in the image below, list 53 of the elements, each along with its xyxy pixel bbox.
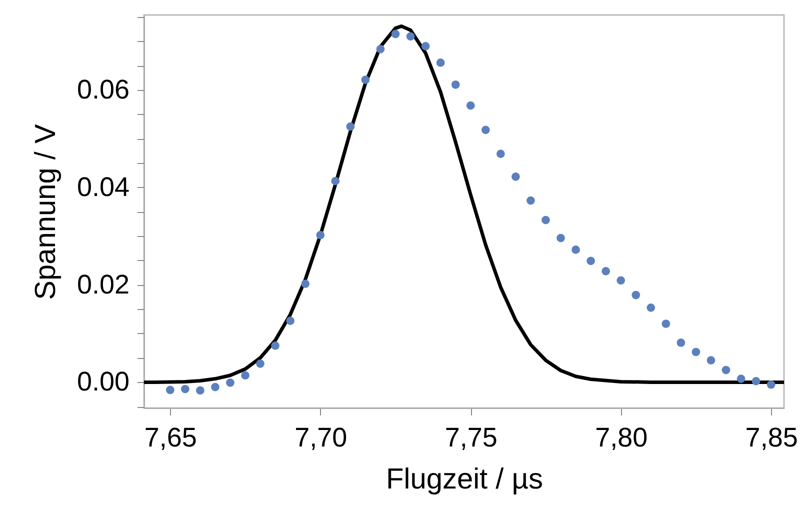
point	[662, 320, 670, 328]
x-tick-label: 7,85	[745, 422, 798, 452]
point	[752, 377, 760, 386]
x-tick-label: 7,80	[595, 422, 648, 452]
point	[241, 371, 250, 380]
x-tick-label: 7,75	[444, 422, 498, 452]
point	[512, 172, 520, 181]
point	[736, 374, 746, 383]
point	[632, 290, 640, 300]
point	[616, 276, 626, 285]
point	[586, 256, 595, 266]
point	[722, 366, 730, 374]
point	[391, 30, 400, 38]
point	[436, 58, 445, 67]
point	[481, 126, 490, 134]
point	[466, 101, 475, 110]
point	[166, 386, 174, 394]
point	[572, 246, 580, 254]
point	[526, 196, 535, 205]
x-axis-title: Flugzeit / µs	[386, 464, 543, 496]
y-axis-title: Spannung / V	[30, 123, 62, 300]
x-tick-label: 7,65	[144, 422, 197, 452]
point	[496, 150, 505, 158]
y-tick-label: 0.04	[76, 172, 130, 202]
point	[256, 360, 264, 368]
point	[180, 384, 190, 394]
y-tick-label: 0.06	[76, 74, 130, 104]
y-tick-label: 0.00	[76, 366, 130, 397]
point	[556, 234, 565, 242]
y-tick-label: 0.02	[76, 269, 130, 300]
point	[646, 304, 656, 312]
point	[196, 386, 204, 395]
x-tick-label: 7,70	[294, 422, 348, 452]
point	[421, 42, 430, 50]
point	[346, 122, 355, 131]
point	[676, 338, 686, 347]
point	[211, 382, 220, 392]
point	[226, 378, 234, 387]
line-series	[144, 24, 784, 384]
point	[331, 176, 340, 186]
point	[451, 80, 460, 89]
point	[406, 32, 415, 41]
point	[301, 280, 310, 288]
point	[361, 76, 370, 84]
point	[602, 266, 610, 276]
point	[692, 348, 700, 356]
point	[376, 44, 385, 54]
point	[316, 230, 325, 240]
point	[766, 380, 776, 389]
point	[706, 356, 716, 364]
point	[271, 341, 280, 350]
point	[542, 216, 550, 224]
point	[286, 316, 295, 326]
